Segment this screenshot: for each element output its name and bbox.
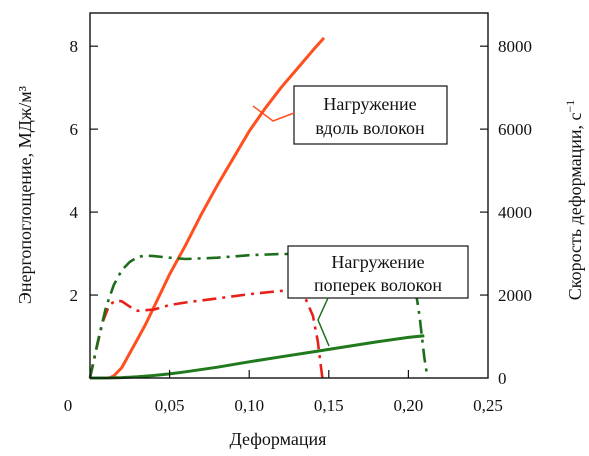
x-tick-label: 0,25 xyxy=(473,396,503,415)
x-tick-label: 0,05 xyxy=(155,396,185,415)
y-right-tick-label: 2000 xyxy=(498,286,532,305)
y-right-tick-label: 4000 xyxy=(498,203,532,222)
annotation-along-fibers-leader xyxy=(252,105,295,122)
annotation-along-fibers-box xyxy=(293,85,448,145)
annotation-across-fibers: Нагружение поперек волокон xyxy=(287,245,469,347)
y-axis-left-title: Энергопоглощение, МДж/м³ xyxy=(15,85,35,304)
annotation-along-fibers-line2: вдоль волокон xyxy=(315,118,425,138)
x-tick-label: 0,15 xyxy=(314,396,344,415)
ticks-layer: 0 0,05 0,10 0,15 0,20 0,25 2 4 6 8 0 2000 4000 6000 80… xyxy=(64,37,532,415)
x-axis-title: Деформация xyxy=(230,429,327,449)
y-axis-right-title: Скорость деформации, с−1 xyxy=(563,100,585,301)
y-right-tick-label: 8000 xyxy=(498,37,532,56)
annotation-along-fibers-line1: Нагружение xyxy=(323,94,416,114)
annotation-along-fibers: Нагружение вдоль волокон xyxy=(252,85,448,145)
y-left-tick-label: 2 xyxy=(70,286,79,305)
x-tick-label: 0 xyxy=(64,396,73,415)
y-left-tick-label: 8 xyxy=(70,37,79,56)
annotation-across-fibers-line2: поперек волокон xyxy=(314,275,442,295)
y-left-tick-label: 6 xyxy=(70,120,79,139)
y-right-tick-label: 0 xyxy=(498,369,507,388)
series-energy-along-fibers xyxy=(108,36,326,380)
series-strain-rate-along-fibers xyxy=(88,289,324,379)
x-tick-label: 0,10 xyxy=(234,396,264,415)
annotation-across-fibers-line1: Нагружение xyxy=(331,252,424,272)
y-right-tick-label: 6000 xyxy=(498,120,532,139)
plot-frame xyxy=(89,12,489,379)
annotation-across-fibers-box xyxy=(287,245,469,299)
series-energy-across-fibers xyxy=(90,334,425,380)
annotation-across-fibers-leader xyxy=(317,297,330,347)
y-axis-right-title-main: Скорость деформации, с xyxy=(565,113,585,301)
y-left-tick-label: 4 xyxy=(70,203,79,222)
x-tick-label: 0,20 xyxy=(394,396,424,415)
y-axis-right-title-exponent: −1 xyxy=(563,100,577,113)
